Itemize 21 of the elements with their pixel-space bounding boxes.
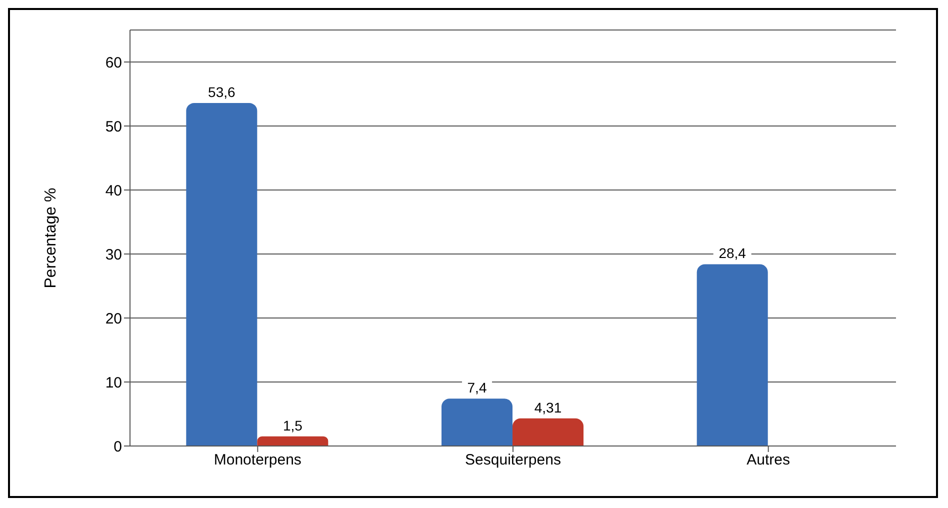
y-tick-label: 10 — [105, 374, 122, 392]
data-label: 7,4 — [467, 380, 487, 396]
bar — [257, 436, 328, 446]
x-tick-label: Sesquiterpens — [465, 452, 561, 469]
y-axis-title: Percentage % — [42, 188, 60, 288]
y-tick-label: 20 — [105, 310, 122, 328]
data-label: 28,4 — [718, 245, 746, 262]
bar — [442, 398, 513, 446]
x-tick-label: Autres — [746, 452, 790, 469]
data-label: 4,31 — [534, 399, 562, 416]
bar — [696, 264, 768, 446]
data-label: 1,5 — [282, 417, 303, 434]
y-tick-label: 0 — [114, 438, 122, 456]
bar — [186, 102, 258, 446]
y-tick-label: 60 — [105, 54, 122, 72]
y-tick-label: 40 — [105, 182, 122, 200]
data-label: 53,6 — [208, 84, 236, 100]
bar — [512, 418, 584, 446]
y-tick-label: 50 — [105, 118, 122, 136]
y-tick-label: 30 — [105, 246, 122, 264]
x-tick-label: Monoterpens — [214, 452, 302, 469]
